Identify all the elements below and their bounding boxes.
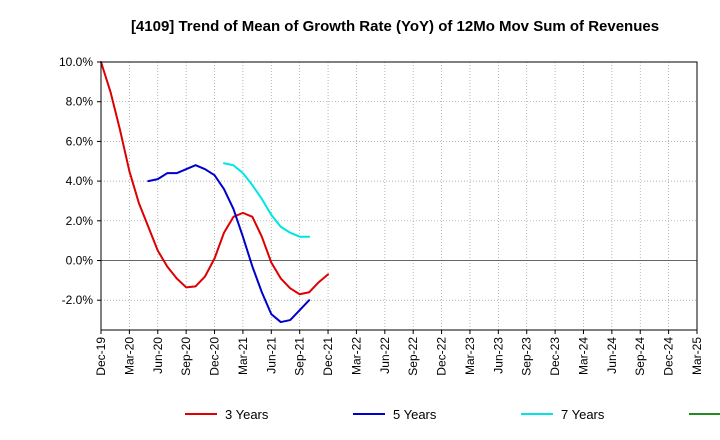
x-tick-label: Sep-20	[179, 337, 193, 376]
x-tick-label: Jun-24	[605, 337, 619, 374]
x-tick-label: Mar-20	[122, 337, 136, 375]
x-tick-label: Mar-22	[349, 337, 363, 375]
y-tick-label: 4.0%	[66, 174, 94, 188]
series-line-1	[100, 61, 330, 296]
legend-label-3: 7 Years	[561, 407, 605, 422]
x-tick-label: Dec-24	[662, 337, 676, 376]
x-tick-label: Sep-22	[406, 337, 420, 376]
series-line-2	[147, 164, 311, 324]
series-line-3	[222, 162, 311, 238]
y-tick-label: 6.0%	[66, 134, 94, 148]
x-tick-label: Dec-23	[548, 337, 562, 376]
legend-label-2: 5 Years	[393, 407, 437, 422]
y-tick-label: 0.0%	[66, 254, 94, 268]
x-axis-ticks: Dec-19 Mar-20 Jun-20 Sep-20 Dec-20 Mar-21 Jun-…	[94, 330, 704, 376]
x-tick-label: Dec-20	[208, 337, 222, 376]
x-tick-label: Jun-23	[491, 337, 505, 374]
x-tick-label: Mar-25	[690, 337, 704, 375]
x-tick-label: Dec-21	[321, 337, 335, 376]
plot-frame	[100, 61, 698, 331]
x-tick-label: Jun-20	[151, 337, 165, 374]
y-tick-label: 10.0%	[59, 55, 93, 69]
chart-title: [4109] Trend of Mean of Growth Rate (YoY…	[131, 18, 659, 35]
x-tick-label: Jun-22	[378, 337, 392, 374]
x-tick-label: Sep-24	[633, 337, 647, 376]
y-tick-label: 8.0%	[66, 95, 94, 109]
x-tick-label: Mar-23	[463, 337, 477, 375]
y-tick-label: -2.0%	[62, 293, 94, 307]
x-tick-label: Jun-21	[264, 337, 278, 374]
axes	[100, 61, 698, 331]
x-tick-label: Mar-21	[236, 337, 250, 375]
x-tick-label: Mar-24	[576, 337, 590, 375]
x-tick-label: Dec-19	[94, 337, 108, 376]
grid	[100, 61, 698, 330]
x-tick-label: Sep-21	[293, 337, 307, 376]
y-tick-label: 2.0%	[66, 214, 94, 228]
x-tick-label: Dec-22	[435, 337, 449, 376]
legend-label-1: 3 Years	[225, 407, 269, 422]
series-lines	[100, 61, 330, 324]
y-axis-ticks: 10.0% 8.0% 6.0% 4.0% 2.0% 0.0% -2.0%	[59, 55, 101, 307]
x-tick-label: Sep-23	[520, 337, 534, 376]
